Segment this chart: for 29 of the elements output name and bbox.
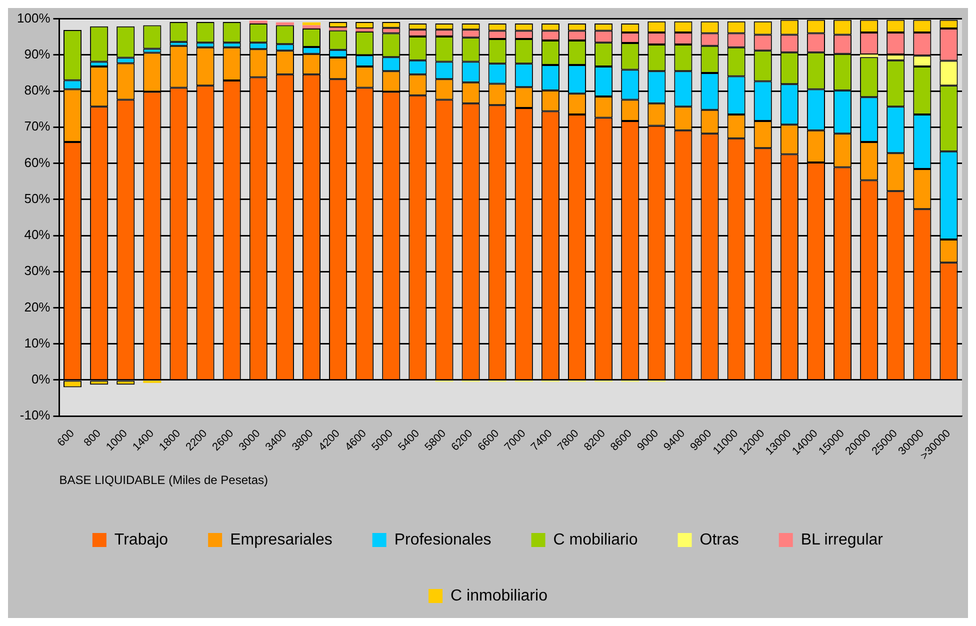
bar (329, 27, 348, 30)
y-tick-label: 80% (24, 82, 51, 98)
x-tick-label: 800 (82, 428, 104, 450)
y-tick-label: 40% (24, 227, 51, 242)
bar (860, 54, 878, 58)
y-tick-label: 20% (24, 299, 51, 314)
x-tick-label: 600 (55, 428, 77, 450)
y-tick-label: 100% (17, 10, 51, 26)
y-tick-label: 50% (24, 190, 51, 206)
y-tick-label: 90% (24, 46, 51, 62)
legend-label: Trabajo (114, 531, 168, 548)
legend-label: Empresariales (230, 531, 332, 548)
y-tick-label: 10% (24, 335, 51, 350)
x-axis-title: BASE LIQUIDABLE (Miles de Pesetas) (59, 473, 268, 488)
legend-label: Profesionales (394, 531, 492, 548)
y-tick-label: 60% (24, 154, 51, 170)
legend-label: BL irregular (800, 531, 884, 548)
legend-label: Otras (700, 531, 739, 548)
y-tick-label: -10% (20, 408, 51, 423)
bar (276, 22, 294, 26)
y-tick-label: 70% (24, 118, 51, 134)
bar (302, 25, 321, 29)
y-tick-label: 30% (24, 263, 51, 278)
bar (302, 22, 321, 26)
legend-label: C mobiliario (553, 531, 638, 548)
legend-label: C inmobiliario (450, 587, 548, 604)
y-tick-label: 0% (31, 372, 51, 387)
bar (356, 28, 374, 32)
bar (249, 20, 268, 24)
